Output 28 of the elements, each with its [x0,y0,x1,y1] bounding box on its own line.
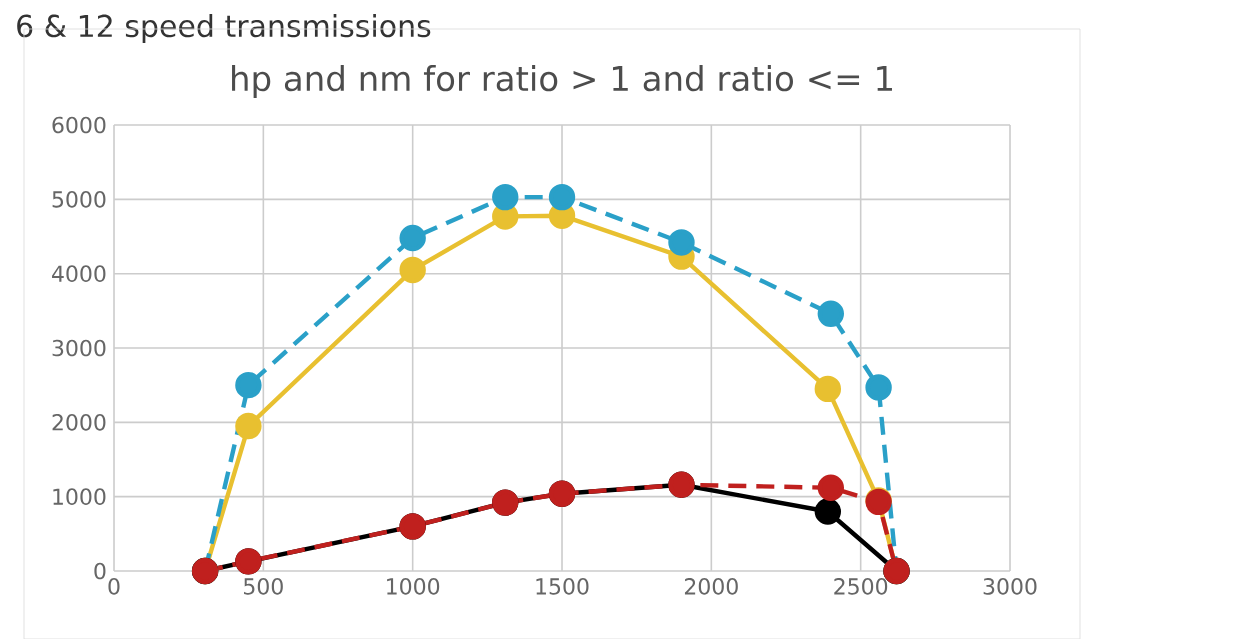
x-tick-label: 2500 [834,578,888,595]
y-tick-label: 6000 [52,116,106,134]
x-tick-label: 2000 [684,578,738,595]
chart-title: hp and nm for ratio > 1 and ratio <= 1 [232,65,892,98]
y-tick-label: 1000 [53,488,106,505]
y-tick-label: 2000 [52,414,106,431]
x-tick-label: 1000 [387,578,440,595]
point [492,183,519,211]
x-tick-label: 0 [108,578,120,595]
point [817,474,845,501]
y-tick-label: 4000 [52,265,106,282]
point [399,224,426,252]
point [235,371,262,399]
point [399,256,426,284]
point [814,375,842,403]
point [814,498,842,525]
y-tick-label: 3000 [52,339,106,357]
point [865,374,892,401]
y-tick-label: 0 [94,562,106,580]
point [668,229,695,256]
x-tick-label: 3000 [983,578,1037,595]
y-tick-label: 5000 [52,191,106,208]
x-tick-label: 1500 [536,578,589,595]
point [817,300,845,328]
point [235,412,262,440]
text: 6 & 12 speed transmissions [17,14,431,44]
point [548,183,576,211]
x-tick-label: 500 [244,578,283,595]
